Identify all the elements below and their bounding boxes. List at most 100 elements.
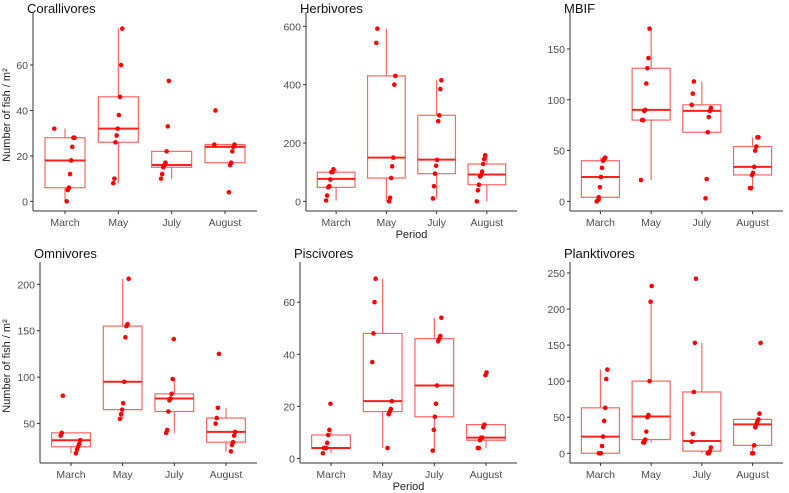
panel-corallivores: Corallivores 0 20 40 60 March May July August Num…	[1, 1, 257, 229]
data-point	[432, 414, 438, 420]
panel-omnivores: Omnivores 50 100 150 200 March May July August Nu…	[1, 246, 257, 481]
y-tick-label: 0	[295, 196, 301, 208]
panel-piscivores: Piscivores 0 20 40 60 March May July August Perio…	[283, 246, 517, 493]
x-tick-label: August	[736, 469, 769, 481]
y-tick-label: 50	[553, 412, 565, 424]
y-tick-label: 250	[547, 268, 565, 280]
data-point	[119, 407, 125, 412]
x-tick-label: August	[470, 469, 503, 481]
y-tick-label: 100	[17, 372, 35, 384]
data-point	[752, 425, 758, 430]
data-point	[328, 177, 333, 182]
data-point	[74, 447, 80, 452]
x-tick-label: May	[641, 217, 662, 229]
data-point	[646, 55, 651, 61]
y-tick-label: 50	[23, 419, 35, 431]
data-point	[749, 172, 755, 178]
y-tick-label: 50	[553, 146, 565, 158]
data-point	[752, 148, 758, 153]
data-point	[328, 401, 333, 407]
data-point	[390, 155, 396, 160]
data-point	[754, 144, 759, 149]
data-point	[387, 195, 393, 201]
data-point	[117, 416, 123, 422]
data-point	[479, 169, 485, 174]
data-point	[325, 185, 331, 190]
data-point	[119, 26, 125, 31]
data-point	[758, 340, 763, 346]
x-tick-label: March	[56, 469, 85, 481]
data-point	[216, 351, 222, 357]
data-point	[371, 331, 376, 336]
data-point	[386, 411, 391, 417]
box-may	[631, 67, 671, 121]
data-point	[116, 112, 122, 118]
y-tick-label: 100	[547, 95, 565, 107]
data-point	[166, 78, 172, 84]
data-point	[163, 430, 169, 436]
x-tick-label: August	[210, 469, 243, 481]
data-point	[708, 445, 714, 450]
panel-title: Herbivores	[300, 1, 363, 16]
y-axis-title: Number of fish / m²	[1, 68, 13, 162]
box-july	[682, 104, 722, 133]
x-tick-label: May	[108, 217, 129, 229]
data-point	[212, 142, 217, 147]
data-point	[164, 149, 169, 154]
x-tick-label: August	[209, 217, 242, 229]
y-tick-label: 20	[16, 151, 28, 163]
data-point	[393, 73, 398, 79]
x-tick-label: July	[693, 469, 712, 481]
y-tick-label: 400	[283, 80, 301, 92]
data-point	[691, 79, 697, 84]
x-tick-label: July	[427, 217, 446, 229]
data-point	[600, 158, 606, 164]
data-point	[159, 171, 165, 177]
data-point	[645, 414, 650, 420]
x-tick-label: July	[693, 217, 712, 229]
data-point	[693, 276, 699, 282]
data-point	[231, 433, 237, 438]
data-point	[65, 187, 71, 193]
data-point	[231, 144, 236, 150]
data-point	[433, 163, 439, 169]
data-point	[73, 450, 79, 456]
data-point	[374, 40, 379, 46]
data-point	[602, 405, 608, 411]
box-march	[311, 434, 351, 449]
data-point	[60, 393, 66, 399]
data-point	[597, 184, 603, 190]
data-point	[435, 338, 441, 344]
data-point	[601, 418, 607, 424]
data-point	[751, 164, 757, 170]
data-point	[432, 171, 438, 176]
data-point	[121, 379, 127, 385]
box-august	[732, 418, 773, 446]
data-point	[213, 421, 218, 426]
data-point	[232, 429, 238, 435]
data-point	[689, 102, 695, 108]
data-point	[375, 26, 380, 31]
data-point	[214, 415, 220, 421]
data-point	[436, 112, 442, 118]
panel-title: Piscivores	[294, 246, 354, 261]
data-point	[325, 432, 331, 438]
x-tick-label: March	[586, 469, 615, 481]
x-axis-title: Period	[396, 229, 428, 241]
data-point	[475, 445, 481, 451]
panel-title: Omnivores	[34, 246, 97, 261]
data-point	[213, 108, 218, 113]
panel-title: Corallivores	[27, 1, 96, 16]
data-point	[647, 378, 652, 384]
data-point	[434, 383, 440, 388]
data-point	[226, 189, 232, 195]
x-tick-label: May	[113, 469, 134, 481]
data-point	[689, 439, 695, 445]
data-point	[112, 176, 117, 181]
y-tick-label: 100	[547, 376, 565, 388]
data-point	[215, 405, 221, 411]
data-point	[431, 183, 437, 189]
y-axis-title: Number of fish / m²	[1, 319, 13, 413]
x-tick-label: May	[376, 217, 397, 229]
box-august	[206, 417, 246, 443]
